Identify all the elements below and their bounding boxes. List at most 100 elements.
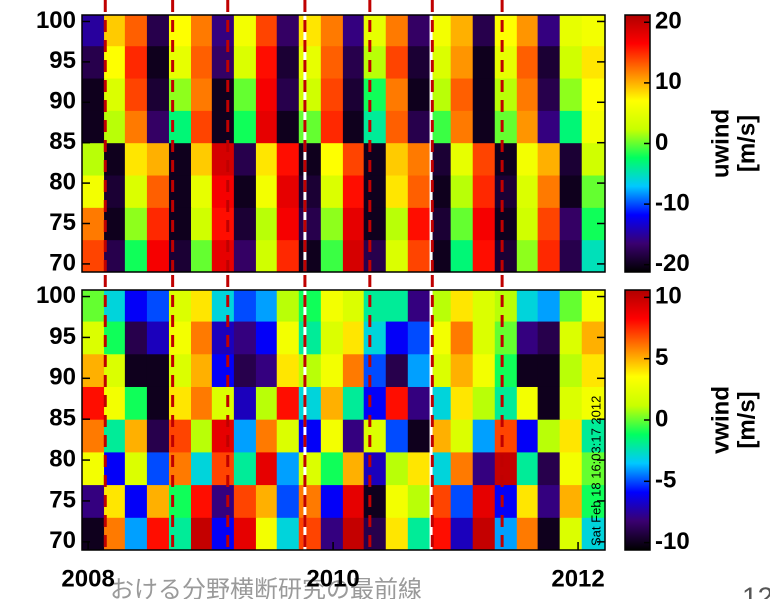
heatmap-cell xyxy=(537,207,561,241)
heatmap-cell xyxy=(276,78,300,111)
heatmap-cell xyxy=(104,239,126,272)
heatmap-cell xyxy=(146,484,170,518)
heatmap-cell xyxy=(363,517,387,550)
heatmap-cell xyxy=(82,517,105,550)
heatmap-cell xyxy=(298,451,322,486)
heatmap-cell xyxy=(191,175,213,208)
heatmap-cell xyxy=(298,386,322,420)
heatmap-cell xyxy=(472,239,496,272)
heatmap-cell xyxy=(363,142,387,176)
heatmap-cell xyxy=(233,451,257,486)
heatmap-cell xyxy=(124,386,148,420)
heatmap-cell xyxy=(320,239,344,272)
heatmap-cell xyxy=(494,15,518,47)
heatmap-cell xyxy=(146,451,170,486)
heatmap-cell xyxy=(494,110,518,144)
x-tick-label: 2010 xyxy=(306,565,359,592)
heatmap-cell xyxy=(146,239,170,272)
heatmap-cell xyxy=(104,142,126,176)
heatmap-cell xyxy=(472,175,496,208)
heatmap-cell xyxy=(559,386,583,420)
heatmap-cell xyxy=(211,484,235,518)
heatmap-cell xyxy=(516,386,539,420)
heatmap-cell xyxy=(168,110,192,144)
heatmap-cell xyxy=(450,207,474,241)
heatmap-cell xyxy=(342,239,365,272)
y-tick-label: 75 xyxy=(49,486,76,513)
heatmap-cell xyxy=(255,290,278,322)
heatmap-cell xyxy=(233,353,257,387)
heatmap-cell xyxy=(168,419,192,453)
heatmap-cell xyxy=(233,290,257,322)
heatmap-cell xyxy=(82,239,105,272)
heatmap-cell xyxy=(255,517,278,550)
heatmap-cell xyxy=(124,484,148,518)
heatmap-cell xyxy=(276,484,300,518)
heatmap-cell xyxy=(559,45,583,79)
heatmap-cell xyxy=(342,419,365,453)
heatmap-cell xyxy=(82,321,105,355)
heatmap-cell xyxy=(320,353,344,387)
heatmap-cell xyxy=(320,45,344,79)
heatmap-cell xyxy=(168,239,192,272)
heatmap-cell xyxy=(537,110,561,144)
heatmap-cell xyxy=(82,110,105,144)
heatmap-cell xyxy=(385,239,409,272)
heatmap-cell xyxy=(363,239,387,272)
heatmap-cell xyxy=(276,419,300,453)
heatmap-cell xyxy=(429,321,452,355)
heatmap-cell xyxy=(537,386,561,420)
heatmap-cell xyxy=(191,290,213,322)
colorbar-tick-label: 10 xyxy=(655,283,682,310)
heatmap-cell xyxy=(581,207,605,241)
heatmap-cell xyxy=(363,15,387,47)
heatmap-cell xyxy=(450,110,474,144)
heatmap-cell xyxy=(385,321,409,355)
heatmap-cell xyxy=(233,386,257,420)
heatmap-cell xyxy=(104,451,126,486)
heatmap-cell xyxy=(559,484,583,518)
heatmap-cell xyxy=(191,484,213,518)
heatmap-cell xyxy=(363,175,387,208)
heatmap-cell xyxy=(255,78,278,111)
heatmap-cell xyxy=(233,142,257,176)
heatmap-cell xyxy=(537,321,561,355)
heatmap-cell xyxy=(429,419,452,453)
heatmap-cell xyxy=(82,207,105,241)
heatmap-cell xyxy=(559,110,583,144)
heatmap-cell xyxy=(559,239,583,272)
heatmap-cell xyxy=(146,45,170,79)
y-tick-label: 90 xyxy=(49,364,76,391)
heatmap-cell xyxy=(298,15,322,47)
heatmap-cell xyxy=(363,321,387,355)
heatmap-cell xyxy=(342,517,365,550)
x-tick-label: 2008 xyxy=(61,565,114,592)
heatmap-cell xyxy=(450,290,474,322)
heatmap-cell xyxy=(211,110,235,144)
heatmap-cell xyxy=(472,321,496,355)
heatmap-cell xyxy=(320,142,344,176)
heatmap-cell xyxy=(342,451,365,486)
heatmap-cell xyxy=(407,484,431,518)
heatmap-cell xyxy=(168,321,192,355)
colorbar-label: [m/s] xyxy=(733,391,760,448)
heatmap-cell xyxy=(537,142,561,176)
heatmap-cell xyxy=(255,175,278,208)
heatmap-cell xyxy=(104,15,126,47)
heatmap-cell xyxy=(494,175,518,208)
heatmap-cell xyxy=(146,386,170,420)
heatmap-cell xyxy=(450,321,474,355)
heatmap-cell xyxy=(537,45,561,79)
heatmap-cell xyxy=(104,207,126,241)
heatmap-cell xyxy=(537,484,561,518)
heatmap-cell xyxy=(255,239,278,272)
heatmap-cell xyxy=(276,353,300,387)
heatmap-cell xyxy=(298,517,322,550)
heatmap-cell xyxy=(450,142,474,176)
heatmap-cell xyxy=(82,78,105,111)
heatmap-cell xyxy=(211,321,235,355)
heatmap-cell xyxy=(472,207,496,241)
heatmap-cell xyxy=(146,290,170,322)
heatmap-cell xyxy=(276,386,300,420)
